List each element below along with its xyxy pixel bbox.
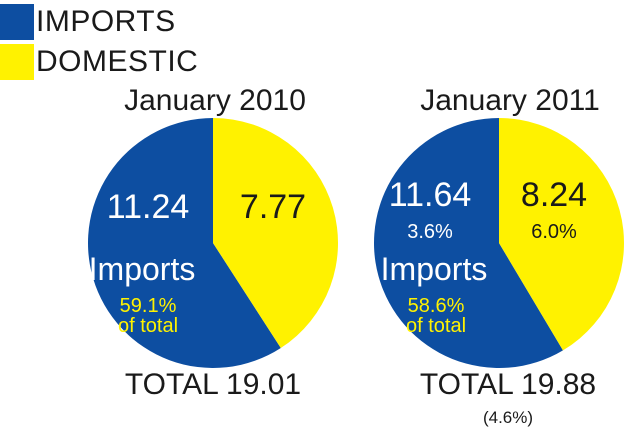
imports-share-title: Imports bbox=[89, 251, 196, 287]
legend-swatch-imports bbox=[0, 4, 34, 40]
domestic-value-label: 8.24 bbox=[521, 176, 587, 214]
pie-slice-imports bbox=[374, 118, 563, 368]
legend-imports: IMPORTS bbox=[0, 4, 176, 40]
total-change-2011: (4.6%) bbox=[482, 408, 534, 427]
domestic-change-label: 6.0% bbox=[531, 221, 577, 243]
imports-share-percent: 58.6% bbox=[408, 295, 465, 317]
imports-share-percent: 59.1% bbox=[120, 295, 177, 317]
pie-title-2011: January 2011 bbox=[420, 84, 600, 117]
pie-slice-imports bbox=[88, 118, 281, 368]
legend-label-imports: IMPORTS bbox=[36, 5, 176, 38]
imports-share-suffix: of total bbox=[118, 315, 178, 337]
pie-slice-domestic bbox=[213, 118, 338, 349]
imports-value-label: 11.64 bbox=[389, 176, 472, 214]
pie-slice-domestic bbox=[499, 118, 624, 351]
total-2011: TOTAL 19.88 bbox=[419, 368, 597, 401]
pie-chart-2010: 11.24 7.77 Imports 59.1%of total bbox=[88, 118, 338, 368]
imports-share-suffix: of total bbox=[406, 315, 466, 337]
legend-label-domestic: DOMESTIC bbox=[36, 45, 199, 78]
legend-domestic: DOMESTIC bbox=[0, 44, 198, 80]
total-2010: TOTAL 19.01 bbox=[124, 368, 302, 401]
imports-share-title: Imports bbox=[381, 251, 488, 287]
imports-change-label: 3.6% bbox=[407, 221, 453, 243]
pie-title-2010: January 2010 bbox=[124, 84, 306, 117]
imports-value-label: 11.24 bbox=[107, 188, 190, 226]
pie-chart-2011: 11.64 8.24 3.6% 6.0% Imports 58.6%of total bbox=[374, 118, 624, 368]
legend-swatch-domestic bbox=[0, 44, 34, 80]
domestic-value-label: 7.77 bbox=[240, 188, 306, 226]
